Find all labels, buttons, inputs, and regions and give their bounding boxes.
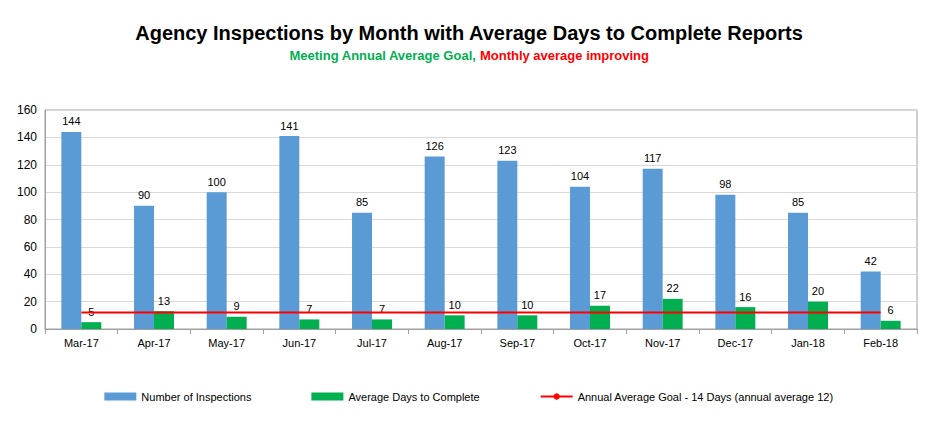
svg-text:40: 40 <box>24 267 38 281</box>
svg-text:May-17: May-17 <box>208 337 245 349</box>
svg-text:Jun-17: Jun-17 <box>283 337 317 349</box>
svg-text:Feb-18: Feb-18 <box>863 337 898 349</box>
svg-text:Monthly average improving: Monthly average improving <box>480 48 649 63</box>
svg-text:Dec-17: Dec-17 <box>718 337 753 349</box>
svg-text:Jul-17: Jul-17 <box>357 337 387 349</box>
svg-text:20: 20 <box>812 285 824 297</box>
svg-text:141: 141 <box>280 120 298 132</box>
svg-text:7: 7 <box>378 302 386 315</box>
svg-text:80: 80 <box>24 213 38 227</box>
svg-text:10: 10 <box>449 299 461 311</box>
svg-text:Annual Average Goal - 14 Days: Annual Average Goal - 14 Days (annual av… <box>578 391 833 403</box>
svg-text:160: 160 <box>17 103 37 117</box>
svg-text:Aug-17: Aug-17 <box>427 337 462 349</box>
svg-text:Number of Inspections: Number of Inspections <box>141 391 252 403</box>
svg-text:Agency Inspections by Month wi: Agency Inspections by Month with Average… <box>135 22 803 44</box>
svg-text:16: 16 <box>739 291 751 303</box>
svg-text:100: 100 <box>17 185 37 199</box>
svg-text:0: 0 <box>30 322 37 336</box>
svg-text:123: 123 <box>498 144 516 156</box>
svg-text:120: 120 <box>17 158 37 172</box>
svg-text:117: 117 <box>644 152 662 164</box>
svg-text:Jan-18: Jan-18 <box>791 337 825 349</box>
svg-text:10: 10 <box>521 299 533 311</box>
svg-text:Meeting Annual Average Goal,: Meeting Annual Average Goal, <box>289 48 475 63</box>
svg-text:126: 126 <box>425 140 443 152</box>
svg-text:6: 6 <box>888 304 894 316</box>
svg-text:60: 60 <box>24 240 38 254</box>
svg-text:7: 7 <box>306 302 313 315</box>
svg-text:Sep-17: Sep-17 <box>500 337 535 349</box>
svg-text:9: 9 <box>234 300 240 312</box>
svg-text:Nov-17: Nov-17 <box>645 337 680 349</box>
svg-text:100: 100 <box>207 176 225 188</box>
svg-text:104: 104 <box>571 170 589 182</box>
svg-text:Average Days to Complete: Average Days to Complete <box>348 391 479 403</box>
svg-text:85: 85 <box>356 196 368 208</box>
svg-text:42: 42 <box>865 255 877 267</box>
svg-text:90: 90 <box>138 189 150 201</box>
svg-text:Mar-17: Mar-17 <box>64 337 99 349</box>
svg-text:98: 98 <box>719 178 731 190</box>
svg-text:22: 22 <box>667 282 679 294</box>
svg-text:144: 144 <box>62 115 80 127</box>
svg-text:20: 20 <box>24 295 38 309</box>
svg-text:13: 13 <box>158 295 170 307</box>
svg-text:17: 17 <box>594 289 606 301</box>
svg-text:Oct-17: Oct-17 <box>573 337 606 349</box>
svg-text:5: 5 <box>88 305 95 318</box>
svg-text:Apr-17: Apr-17 <box>137 337 170 349</box>
svg-text:85: 85 <box>792 196 804 208</box>
svg-text:140: 140 <box>17 130 37 144</box>
